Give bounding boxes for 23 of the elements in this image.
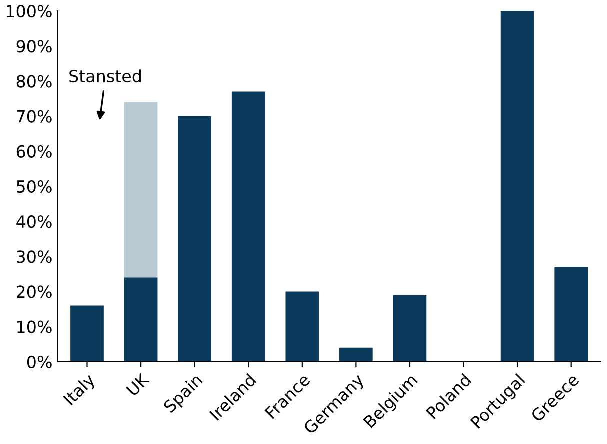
y-tick-label: 30%	[17, 250, 52, 264]
bar	[124, 278, 158, 362]
y-tick-label: 50%	[17, 180, 52, 194]
bar	[286, 292, 320, 362]
y-tick-label: 20%	[16, 286, 52, 298]
bar	[70, 306, 104, 362]
bar	[340, 348, 373, 362]
bar	[393, 295, 427, 362]
y-tick-label: 10%	[18, 320, 52, 334]
y-tick-label: 70%	[17, 110, 52, 123]
bar	[124, 102, 158, 278]
y-tick-label: 60%	[16, 145, 52, 158]
annotation: Stansted	[70, 70, 141, 83]
bar	[500, 11, 534, 362]
bar	[232, 92, 266, 362]
y-tick-label: 90%	[16, 40, 52, 53]
x-tick-label: UK	[126, 372, 150, 397]
bar	[178, 116, 212, 362]
bar	[554, 267, 588, 362]
y-tick-label: 0%	[27, 356, 52, 368]
y-tick-label: 80%	[16, 75, 52, 88]
y-tick-label: 40%	[16, 216, 52, 228]
y-tick-label: 100%	[6, 5, 52, 18]
